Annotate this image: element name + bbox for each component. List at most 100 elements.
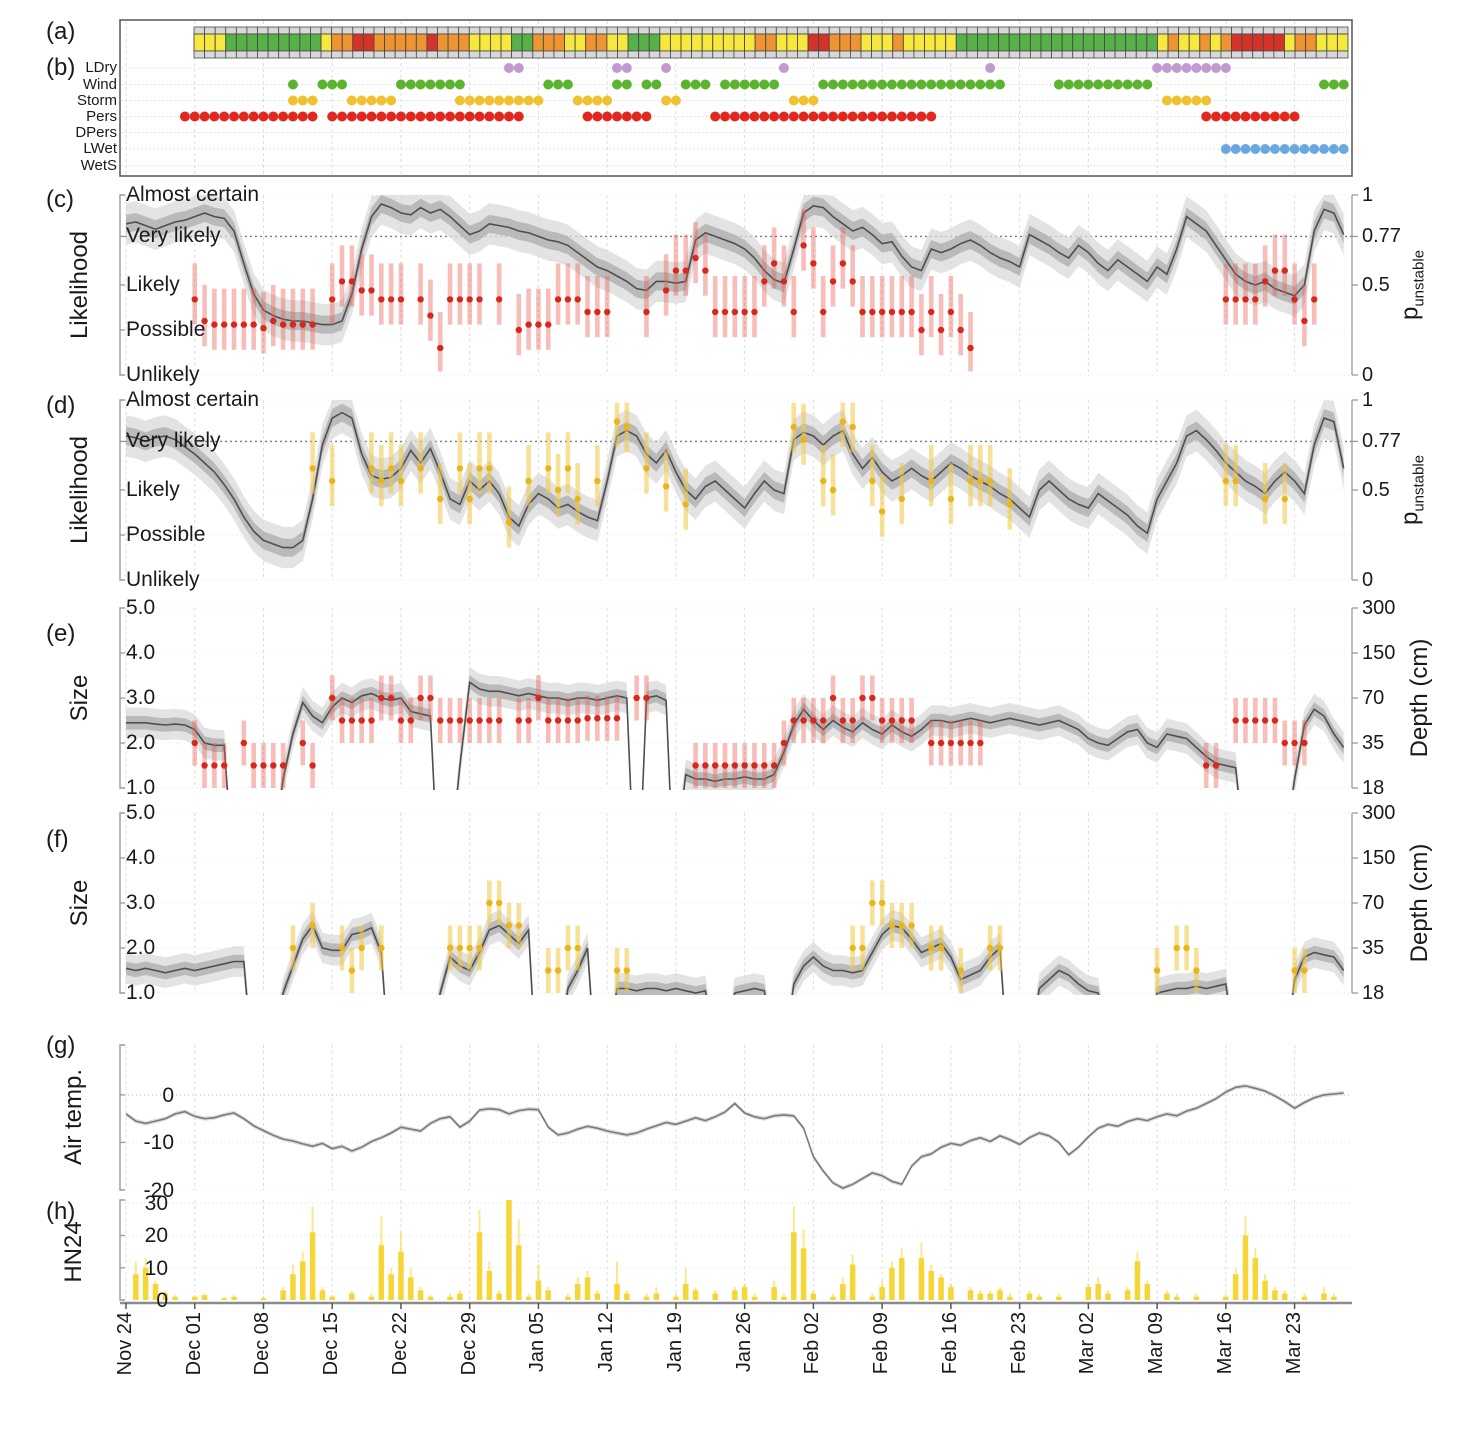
b-dot-Wind — [906, 79, 917, 90]
b-dot-Pers — [494, 111, 505, 122]
b-dot-Pers — [327, 111, 338, 122]
b-dot-Storm — [1191, 95, 1202, 106]
b-dot-Pers — [631, 111, 642, 122]
b-dot-Wind — [1093, 79, 1104, 90]
b-dot-LDry — [1152, 63, 1163, 73]
f-right-tick-label: 70 — [1362, 892, 1385, 914]
b-dot-Pers — [1279, 111, 1290, 122]
e-right-tick-label: 300 — [1362, 597, 1396, 619]
e-right-tick-label: 18 — [1362, 777, 1385, 799]
b-dot-LWet — [1338, 144, 1349, 154]
b-dot-Wind — [828, 79, 839, 90]
b-dot-Pers — [297, 111, 308, 122]
c-ytick-label: Possible — [126, 318, 206, 341]
b-dot-Storm — [523, 95, 534, 106]
b-dot-Pers — [1240, 111, 1251, 122]
b-dot-Storm — [366, 95, 377, 106]
b-dot-Storm — [494, 95, 505, 106]
b-dot-Pers — [395, 111, 406, 122]
e-axis-title: Size — [66, 674, 93, 722]
b-dot-Wind — [818, 79, 829, 90]
b-dot-LWet — [1279, 144, 1290, 154]
h-axis-title: HN24 — [60, 1221, 87, 1283]
b-dot-Wind — [543, 79, 554, 90]
b-dot-Pers — [1211, 111, 1222, 122]
b-dot-LDry — [621, 63, 632, 73]
b-dot-Storm — [602, 95, 613, 106]
b-dot-Storm — [356, 95, 367, 106]
panel-e-plot — [120, 607, 1352, 790]
x-tick-label: Mar 02 — [1076, 1312, 1099, 1375]
b-dot-Wind — [553, 79, 564, 90]
b-dot-Pers — [337, 111, 348, 122]
b-dot-Wind — [945, 79, 956, 90]
c-right-tick-label: 0 — [1362, 364, 1374, 386]
b-dot-Storm — [503, 95, 514, 106]
panel-letter-a: (a) — [46, 18, 76, 45]
f-right-tick-label: 300 — [1362, 802, 1396, 824]
f-ytick-label: 2.0 — [126, 936, 156, 959]
left-axis — [119, 1199, 125, 1301]
b-dot-LDry — [778, 63, 789, 73]
b-dot-Pers — [189, 111, 200, 122]
b-dot-Pers — [778, 111, 789, 122]
x-tick-label: Dec 29 — [457, 1312, 480, 1376]
d-ytick-label: Very likely — [126, 429, 221, 453]
d-ytick-label: Almost certain — [126, 388, 260, 411]
b-dot-Wind — [1122, 79, 1133, 90]
b-dot-Pers — [729, 111, 740, 122]
panel-letter-e: (e) — [46, 620, 76, 647]
b-dot-Wind — [445, 79, 456, 90]
b-dot-LDry — [612, 63, 622, 73]
f-axis-title: Size — [66, 879, 93, 927]
b-dot-Pers — [828, 111, 839, 122]
b-dot-Pers — [808, 111, 819, 122]
b-dot-Storm — [474, 95, 485, 106]
e-right-axis-title: Depth (cm) — [1406, 638, 1433, 758]
b-dot-Wind — [985, 79, 996, 90]
b-dot-Wind — [612, 79, 622, 90]
b-dot-Pers — [710, 111, 721, 122]
b-dot-Wind — [837, 79, 848, 90]
h-ytick-label: 30 — [144, 1192, 168, 1216]
b-dot-LWet — [1289, 144, 1300, 154]
x-tick-label: Feb 09 — [870, 1312, 893, 1375]
b-dot-Wind — [877, 79, 888, 90]
b-dot-Storm — [808, 95, 819, 106]
x-tick-label: Jan 05 — [526, 1312, 549, 1373]
b-dot-Wind — [1112, 79, 1123, 90]
b-dot-Pers — [1289, 111, 1300, 122]
b-dot-Pers — [906, 111, 917, 122]
b-dot-Wind — [327, 79, 338, 90]
b-dot-Storm — [346, 95, 357, 106]
b-dot-Pers — [896, 111, 907, 122]
f-ytick-label: 4.0 — [126, 846, 156, 869]
b-dot-Wind — [936, 79, 947, 90]
b-dot-Pers — [435, 111, 446, 122]
b-dot-Wind — [317, 79, 328, 90]
b-dot-Pers — [847, 111, 858, 122]
b-dot-LDry — [513, 63, 524, 73]
b-dot-Pers — [612, 111, 622, 122]
b-dot-Pers — [592, 111, 603, 122]
b-dot-Storm — [464, 95, 475, 106]
b-dot-Wind — [975, 79, 986, 90]
f-right-tick-label: 150 — [1362, 847, 1396, 869]
h-ytick-label: 10 — [144, 1256, 168, 1280]
b-row-label: Wind — [82, 75, 117, 93]
b-dot-Storm — [582, 95, 593, 106]
x-tick-label: Mar 23 — [1282, 1312, 1305, 1375]
left-axis — [119, 1044, 125, 1191]
b-dot-Storm — [1201, 95, 1212, 106]
panel-ab — [119, 19, 1353, 177]
b-dot-Pers — [720, 111, 731, 122]
g-ytick-label: 0 — [162, 1083, 174, 1107]
c-right-tick-label: 0.5 — [1362, 274, 1390, 296]
b-dot-Storm — [297, 95, 308, 106]
b-dot-Storm — [307, 95, 318, 106]
x-tick-label: Dec 01 — [182, 1312, 205, 1376]
b-dot-Storm — [670, 95, 681, 106]
b-dot-Pers — [445, 111, 456, 122]
d-right-tick-label: 0.5 — [1362, 479, 1390, 501]
b-dot-Pers — [857, 111, 868, 122]
